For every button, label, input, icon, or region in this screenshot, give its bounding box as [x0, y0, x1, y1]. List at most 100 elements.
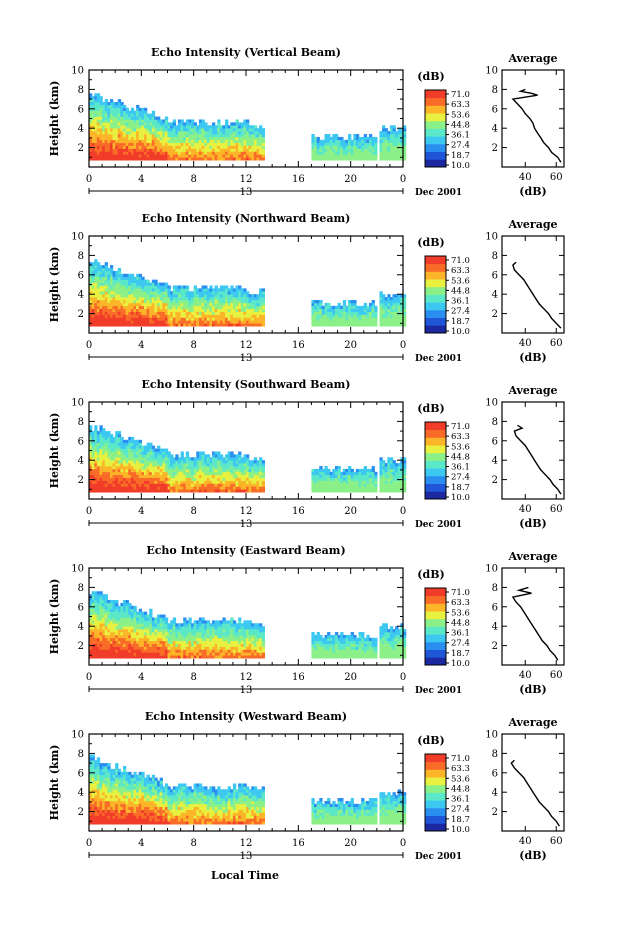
echo-cell: [115, 104, 119, 109]
echo-cell: [400, 139, 404, 144]
echo-cell: [175, 139, 179, 144]
echo-cell: [164, 294, 169, 298]
echo-cell: [227, 142, 231, 146]
echo-cell: [120, 486, 124, 490]
echo-cell: [368, 151, 373, 155]
echo-cell: [332, 157, 336, 161]
echo-cell: [141, 154, 145, 158]
echo-cell: [130, 142, 135, 146]
echo-cell: [162, 305, 166, 310]
echo-cell: [94, 626, 98, 630]
echo-cell: [117, 320, 122, 324]
echo-cell: [246, 125, 250, 129]
echo-cell: [109, 279, 114, 283]
echo-cell: [138, 445, 143, 449]
echo-cell: [128, 317, 132, 321]
echo-cell: [211, 288, 216, 292]
echo-cell: [219, 291, 224, 295]
echo-cell: [130, 632, 135, 636]
echo-cell: [107, 107, 111, 112]
profile-x-tick-label: 40: [519, 172, 532, 183]
echo-cell: [337, 317, 341, 321]
echo-cell: [316, 308, 320, 312]
echo-cell: [154, 288, 158, 292]
echo-cell: [94, 431, 98, 435]
echo-cell: [89, 99, 93, 103]
echo-cell: [151, 282, 156, 286]
echo-cell: [211, 297, 216, 301]
echo-cell: [251, 302, 255, 307]
echo-cell: [94, 489, 98, 493]
echo-cell: [214, 151, 218, 155]
echo-cell: [96, 291, 101, 295]
echo-cell: [382, 131, 386, 135]
echo-cell: [225, 460, 229, 464]
echo-cell: [332, 471, 336, 476]
echo-cell: [94, 614, 98, 618]
echo-cell: [235, 154, 239, 158]
echo-cell: [345, 474, 349, 478]
echo-cell: [123, 323, 127, 327]
echo-cell: [167, 136, 171, 141]
echo-cell: [243, 294, 247, 298]
echo-cell: [117, 626, 122, 630]
echo-cell: [109, 486, 114, 490]
echo-cell: [94, 591, 98, 595]
echo-cell: [125, 643, 129, 647]
echo-cell: [225, 148, 229, 152]
echo-cell: [395, 300, 399, 304]
echo-cell: [123, 308, 127, 312]
echo-cell: [248, 128, 252, 132]
echo-cell: [400, 151, 404, 155]
echo-cell: [167, 285, 171, 289]
echo-cell: [382, 134, 386, 138]
echo-cell: [389, 314, 394, 318]
echo-cell: [248, 314, 252, 318]
echo-cell: [348, 300, 352, 304]
echo-cell: [337, 151, 341, 155]
echo-cell: [311, 471, 315, 476]
echo-cell: [350, 323, 354, 327]
echo-cell: [136, 300, 140, 304]
echo-cell: [102, 489, 106, 493]
echo-cell: [316, 148, 320, 152]
echo-cell: [389, 139, 394, 144]
echo-cell: [193, 145, 197, 149]
echo-cell: [371, 480, 375, 484]
echo-cell: [348, 320, 352, 324]
echo-cell: [151, 110, 156, 114]
echo-cell: [136, 637, 140, 642]
echo-cell: [120, 107, 124, 112]
echo-cell: [91, 131, 95, 135]
echo-cell: [107, 617, 111, 621]
echo-cell: [96, 637, 101, 642]
echo-cell: [196, 477, 200, 481]
echo-cell: [120, 288, 124, 292]
echo-cell: [154, 119, 158, 123]
echo-cell: [314, 486, 318, 490]
echo-cell: [374, 489, 378, 493]
echo-cell: [167, 463, 171, 467]
echo-cell: [175, 297, 179, 301]
echo-cell: [133, 125, 137, 129]
echo-cell: [115, 305, 119, 310]
echo-cell: [358, 474, 362, 478]
echo-cell: [143, 483, 148, 487]
echo-cell: [387, 489, 391, 493]
echo-cell: [188, 317, 192, 321]
echo-cell: [159, 311, 163, 315]
echo-cell: [91, 463, 95, 467]
echo-cell: [146, 139, 150, 144]
echo-cell: [332, 489, 336, 493]
echo-cell: [102, 157, 106, 161]
echo-cell: [115, 136, 119, 141]
echo-cell: [138, 139, 143, 144]
echo-cell: [379, 300, 383, 304]
echo-cell: [235, 148, 239, 152]
echo-cell: [340, 148, 344, 152]
echo-cell: [143, 110, 148, 114]
echo-cell: [109, 602, 114, 607]
day-marker: 13: [240, 519, 253, 530]
echo-cell: [193, 466, 197, 470]
echo-cell: [319, 466, 323, 470]
